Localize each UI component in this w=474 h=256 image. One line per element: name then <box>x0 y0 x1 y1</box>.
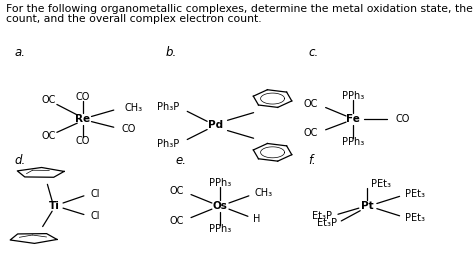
Text: OC: OC <box>169 216 183 226</box>
Text: PEt₃: PEt₃ <box>405 189 425 199</box>
Text: count, and the overall complex electron count.: count, and the overall complex electron … <box>6 14 261 24</box>
Text: Cl: Cl <box>90 189 100 199</box>
Text: PPh₃: PPh₃ <box>210 224 231 234</box>
Text: CH₃: CH₃ <box>255 188 273 198</box>
Text: For the following organometallic complexes, determine the metal oxidation state,: For the following organometallic complex… <box>6 4 474 14</box>
Text: CO: CO <box>76 92 90 102</box>
Text: CH₃: CH₃ <box>124 103 142 113</box>
Text: OC: OC <box>169 186 183 197</box>
Text: Pt: Pt <box>361 201 374 211</box>
Text: PPh₃: PPh₃ <box>342 137 364 147</box>
Text: Re: Re <box>75 114 91 124</box>
Text: OC: OC <box>41 131 55 141</box>
Text: PEt₃: PEt₃ <box>371 179 391 189</box>
Text: CO: CO <box>122 124 136 134</box>
Text: Pd: Pd <box>208 120 223 131</box>
Text: Cl: Cl <box>90 211 100 221</box>
Text: PEt₃: PEt₃ <box>405 213 425 223</box>
Text: PPh₃: PPh₃ <box>210 178 231 188</box>
Text: Fe: Fe <box>346 114 360 124</box>
Text: a.: a. <box>14 46 25 59</box>
Text: OC: OC <box>304 128 318 138</box>
Text: e.: e. <box>175 154 186 167</box>
Text: OC: OC <box>304 99 318 110</box>
Text: Ti: Ti <box>49 201 60 211</box>
Text: OC: OC <box>41 95 55 105</box>
Text: Os: Os <box>213 201 228 211</box>
Text: b.: b. <box>166 46 177 59</box>
Text: Et₃P: Et₃P <box>312 211 332 221</box>
Text: H: H <box>253 214 260 224</box>
Text: CO: CO <box>76 136 90 146</box>
Text: f.: f. <box>308 154 316 167</box>
Text: d.: d. <box>14 154 26 167</box>
Text: Ph₃P: Ph₃P <box>157 102 179 112</box>
Text: Ph₃P: Ph₃P <box>157 139 179 149</box>
Text: Et₃P: Et₃P <box>317 218 337 229</box>
Text: c.: c. <box>308 46 319 59</box>
Text: PPh₃: PPh₃ <box>342 91 364 101</box>
Text: CO: CO <box>396 114 410 124</box>
